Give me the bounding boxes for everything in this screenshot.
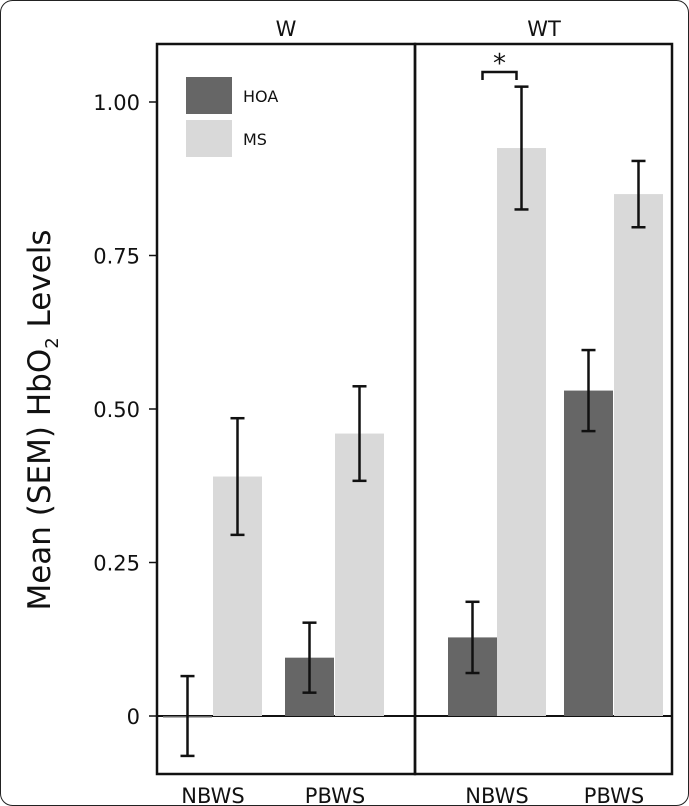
- y-tick-label: 0.50: [93, 398, 140, 422]
- y-tick-label: 0: [127, 705, 140, 729]
- y-axis-label: Mean (SEM) HbO2 Levels: [22, 229, 63, 610]
- y-axis-label-tail: Levels: [22, 229, 58, 337]
- y-axis-label-subscript: 2: [42, 337, 63, 348]
- y-tick-label: 0.75: [93, 245, 140, 269]
- panel-title-w: W: [276, 17, 297, 41]
- y-tick-label: 0.25: [93, 552, 140, 576]
- legend: HOA MS: [186, 77, 278, 157]
- bar-hoa: [564, 390, 613, 716]
- legend-label-ms: MS: [243, 130, 267, 149]
- significance-star: *: [493, 49, 506, 79]
- significance-bracket: [481, 70, 518, 80]
- y-axis: 0 0.25 0.50 0.75 1.00: [93, 91, 157, 729]
- x-tick-label-w-nbws: NBWS: [181, 784, 244, 806]
- panel-wt: *: [415, 49, 672, 717]
- bar-ms: [614, 194, 663, 717]
- legend-swatch-ms: [186, 120, 232, 157]
- x-tick-label-w-pbws: PBWS: [305, 784, 365, 806]
- panel-title-wt: WT: [527, 17, 561, 41]
- y-tick-label: 1.00: [93, 91, 140, 115]
- panel-frame-wt: [413, 42, 674, 776]
- bar-ms: [497, 148, 546, 717]
- legend-swatch-hoa: [186, 77, 232, 114]
- panel-w: [157, 385, 415, 758]
- x-tick-label-wt-pbws: PBWS: [584, 784, 644, 806]
- x-tick-label-wt-nbws: NBWS: [465, 784, 528, 806]
- legend-label-hoa: HOA: [243, 87, 278, 106]
